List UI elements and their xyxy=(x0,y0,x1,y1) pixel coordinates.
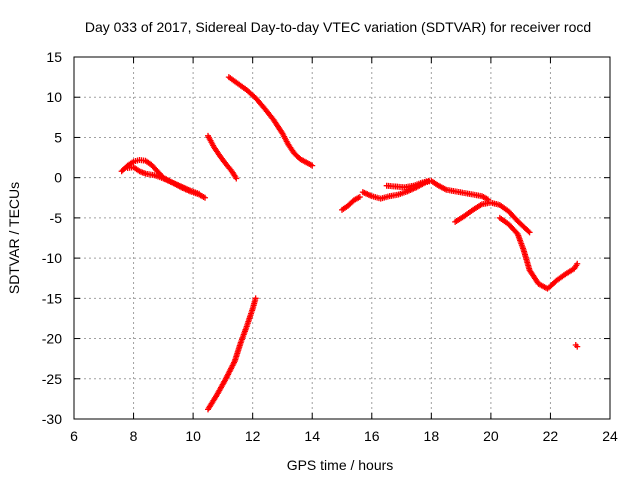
data-point xyxy=(526,229,533,236)
y-tick-label: -15 xyxy=(42,290,62,306)
data-point xyxy=(425,177,432,184)
y-tick-label: -25 xyxy=(42,371,62,387)
series-arc-5 xyxy=(205,295,259,413)
y-tick-label: 0 xyxy=(54,170,62,186)
series-arc-3 xyxy=(205,132,240,182)
x-tick-label: 16 xyxy=(364,428,380,444)
axis-ticks xyxy=(73,56,611,420)
data-point xyxy=(309,162,316,169)
chart-title: Day 033 of 2017, Sidereal Day-to-day VTE… xyxy=(85,19,591,35)
y-tick-label: 15 xyxy=(46,49,62,65)
y-tick-label: -5 xyxy=(50,210,63,226)
data-points xyxy=(118,74,581,413)
y-tick-labels: 15 10 5 0 -5 -10 -15 -20 -25 -30 xyxy=(42,49,62,427)
y-tick-label: -10 xyxy=(42,250,62,266)
series-arc-11 xyxy=(572,341,581,350)
x-axis-label: GPS time / hours xyxy=(287,457,394,473)
x-tick-label: 6 xyxy=(70,428,78,444)
x-tick-labels: 6 8 10 12 14 16 18 20 22 24 xyxy=(70,428,618,444)
y-tick-label: 5 xyxy=(54,129,62,145)
data-point xyxy=(196,190,203,197)
data-point xyxy=(574,260,581,267)
series-arc-4 xyxy=(225,74,316,169)
x-tick-label: 14 xyxy=(304,428,320,444)
data-point-interp xyxy=(525,228,532,235)
y-tick-label: -30 xyxy=(42,411,62,427)
y-tick-label: -20 xyxy=(42,331,62,347)
series-arc-2 xyxy=(124,164,203,197)
series-arc-8 xyxy=(383,177,432,191)
x-tick-label: 20 xyxy=(483,428,499,444)
data-point xyxy=(233,175,240,182)
x-tick-label: 18 xyxy=(424,428,440,444)
x-tick-label: 24 xyxy=(602,428,618,444)
data-point xyxy=(202,194,209,201)
x-tick-label: 10 xyxy=(185,428,201,444)
series-arc-6 xyxy=(339,193,363,213)
series-arc-10 xyxy=(496,214,581,292)
series-arc-9 xyxy=(452,199,533,236)
plot-frame xyxy=(73,56,611,420)
data-point xyxy=(574,343,581,350)
y-tick-label: 10 xyxy=(46,89,62,105)
x-tick-label: 12 xyxy=(245,428,261,444)
data-point xyxy=(252,295,259,302)
y-axis-label: SDTVAR / TECUs xyxy=(6,182,22,294)
grid-lines xyxy=(74,57,610,419)
x-tick-label: 22 xyxy=(543,428,559,444)
data-point xyxy=(356,193,363,200)
x-tick-label: 8 xyxy=(130,428,138,444)
